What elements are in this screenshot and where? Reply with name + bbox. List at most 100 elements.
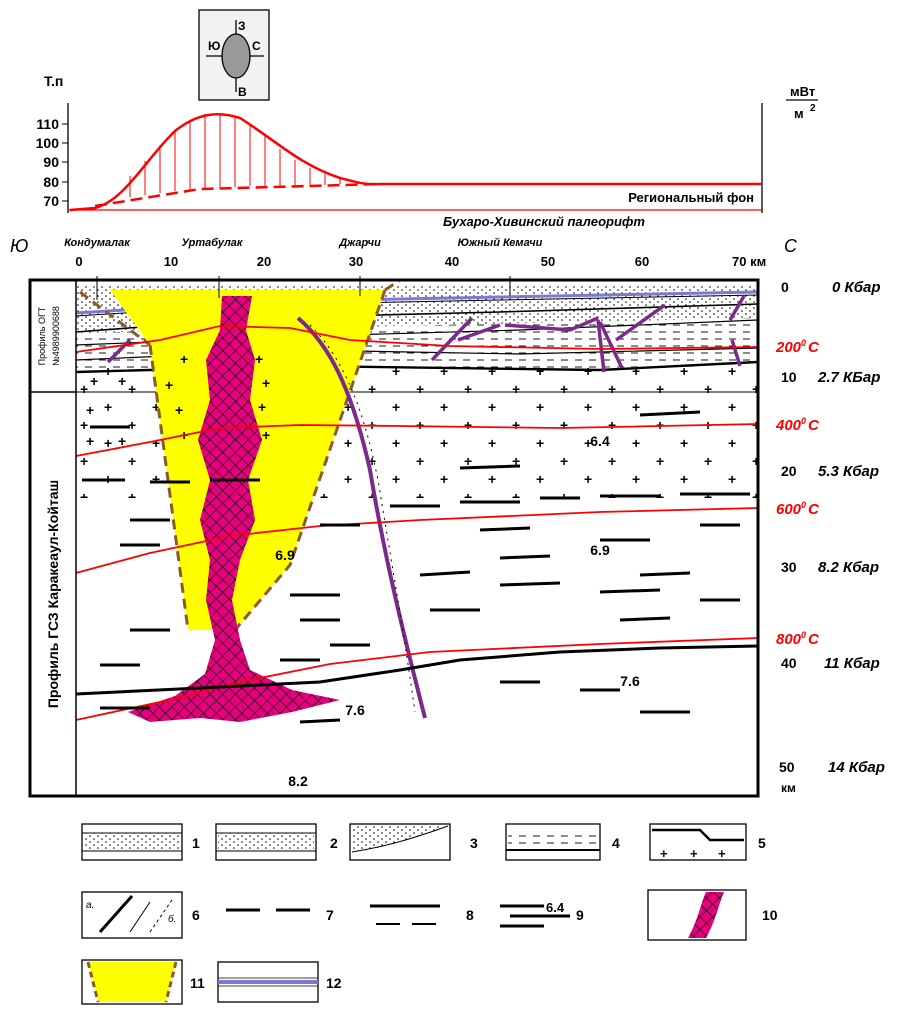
km-tick-50: 50 xyxy=(541,254,555,269)
depth-tick-30: 30 xyxy=(781,559,797,575)
profile-header: Ю С Кондумалак Уртабулак Джарчи Южный Ке… xyxy=(10,236,798,269)
north-letter: С xyxy=(784,236,798,256)
svg-text:+: + xyxy=(660,846,668,861)
depth-tick-40: 40 xyxy=(781,655,797,671)
heat-flow-tick-100: 100 xyxy=(36,135,60,151)
heat-flow-unit-top: мВт xyxy=(790,84,815,99)
seismic-profile-label-2: №4989900688 xyxy=(51,306,61,366)
legend-item-11: 11 xyxy=(81,959,205,1005)
isotherm-label-800: 8000 C xyxy=(776,630,820,648)
svg-text:12: 12 xyxy=(326,975,342,991)
svg-text:11: 11 xyxy=(190,975,205,991)
legend-item-6: а. б. 6 xyxy=(81,891,200,939)
compass-ellipse xyxy=(221,33,251,79)
heat-flow-hatching xyxy=(129,114,341,197)
svg-text:+: + xyxy=(180,351,188,367)
svg-text:6: 6 xyxy=(192,907,200,923)
svg-text:4: 4 xyxy=(612,835,620,851)
heat-flow-tick-80: 80 xyxy=(43,174,59,190)
isotherm-label-600: 6000 C xyxy=(776,500,820,518)
toothed-boundaries xyxy=(75,478,759,696)
velocity-label-7-6-right: 7.6 xyxy=(620,673,640,689)
isotherm-400 xyxy=(75,423,759,457)
velocity-lenses xyxy=(90,410,740,724)
depth-unit: км xyxy=(781,781,796,795)
depth-tick-0: 0 xyxy=(781,279,789,295)
svg-text:7: 7 xyxy=(326,907,334,923)
legend-item-5: + + + 5 xyxy=(649,823,766,861)
svg-text:+: + xyxy=(262,427,270,443)
section-frame xyxy=(28,278,760,798)
svg-text:+: + xyxy=(262,375,270,391)
svg-text:+: + xyxy=(718,846,726,861)
velocity-label-6-9-right: 6.9 xyxy=(590,542,610,558)
svg-text:+: + xyxy=(118,433,126,449)
legend-item-12: 12 xyxy=(217,961,342,1003)
compass-north: С xyxy=(252,39,261,53)
velocity-label-6-4: 6.4 xyxy=(590,433,610,449)
pressure-0: 0 Кбар xyxy=(832,279,881,296)
svg-text:3: 3 xyxy=(470,835,478,851)
legend-item-3: 3 xyxy=(349,823,478,861)
well-label-yuzhny-kemachi: Южный Кемачи xyxy=(458,237,543,249)
compass-rose: З Ю С В xyxy=(198,9,270,101)
svg-text:а.: а. xyxy=(86,900,94,911)
svg-text:+: + xyxy=(118,373,126,389)
seismic-profile-label-1: Профиль ОГТ xyxy=(37,306,47,365)
velocity-label-6-9-left: 6.9 xyxy=(275,547,295,563)
svg-text:+: + xyxy=(86,433,94,449)
svg-text:5: 5 xyxy=(758,835,766,851)
well-label-dzharchi: Джарчи xyxy=(338,237,381,249)
heat-flow-ticks xyxy=(62,123,68,202)
regional-background-label: Региональный фон xyxy=(628,190,754,205)
legend-item-10: 10 xyxy=(647,889,778,941)
isotherm-label-200: 2000 C xyxy=(775,338,820,356)
svg-text:6.4: 6.4 xyxy=(546,900,565,915)
velocity-label-7-6-left: 7.6 xyxy=(345,702,365,718)
svg-text:2: 2 xyxy=(330,835,338,851)
isotherm-200 xyxy=(75,325,759,353)
heat-flow-panel: Т.п 110 100 90 80 70 мВт м 2 xyxy=(36,73,818,229)
legend-item-2: 2 xyxy=(215,823,338,861)
heat-flow-y-label: Т.п xyxy=(44,73,63,89)
km-tick-10: 10 xyxy=(164,254,178,269)
svg-text:10: 10 xyxy=(762,907,778,923)
pressure-11: 11 Кбар xyxy=(824,655,880,672)
main-fault xyxy=(296,316,427,719)
km-tick-20: 20 xyxy=(257,254,271,269)
legend: 1 2 3 4 + + + 5 xyxy=(81,823,778,1005)
svg-text:+: + xyxy=(86,402,94,418)
magmatic-intrusion xyxy=(128,296,340,722)
velocity-label-8-2: 8.2 xyxy=(288,773,308,789)
south-letter: Ю xyxy=(10,236,28,256)
svg-text:1: 1 xyxy=(192,835,200,851)
pressure-5-3: 5.3 Кбар xyxy=(818,463,879,480)
legend-item-8: 8 xyxy=(370,904,474,925)
svg-text:+: + xyxy=(165,377,173,393)
km-tick-70: 70 км xyxy=(732,254,766,269)
svg-text:б.: б. xyxy=(168,913,176,925)
heat-flow-tick-70: 70 xyxy=(43,193,59,209)
svg-text:+: + xyxy=(175,402,183,418)
depth-scale: 0 10 20 30 40 50 км 0 Кбар 2.7 КБар 5.3 … xyxy=(775,279,885,795)
heat-flow-tick-90: 90 xyxy=(43,154,59,170)
svg-text:+: + xyxy=(90,373,98,389)
compass-west: З xyxy=(238,19,246,33)
legend-item-4: 4 xyxy=(505,823,620,861)
dss-profile-label: Профиль ГСЗ Каракеаул-Койташ xyxy=(45,480,61,708)
secondary-faults xyxy=(106,295,746,373)
heat-flow-dashed-baseline xyxy=(94,182,381,208)
legend-item-7: 7 xyxy=(226,907,334,923)
depth-tick-20: 20 xyxy=(781,463,797,479)
legend-item-9: 6.4 9 xyxy=(500,900,584,928)
km-tick-60: 60 xyxy=(635,254,649,269)
well-label-kondumalak: Кондумалак xyxy=(64,237,131,249)
cross-section: + + + + + + + + + + +++ xyxy=(28,276,760,798)
heat-flow-curve xyxy=(69,113,762,212)
svg-text:+: + xyxy=(258,399,266,415)
pressure-2-7: 2.7 КБар xyxy=(817,369,880,386)
paleorift-label: Бухаро-Хивинский палеорифт xyxy=(443,214,645,229)
svg-text:+: + xyxy=(690,846,698,861)
isotherm-label-400: 4000 C xyxy=(775,416,820,434)
km-tick-30: 30 xyxy=(349,254,363,269)
